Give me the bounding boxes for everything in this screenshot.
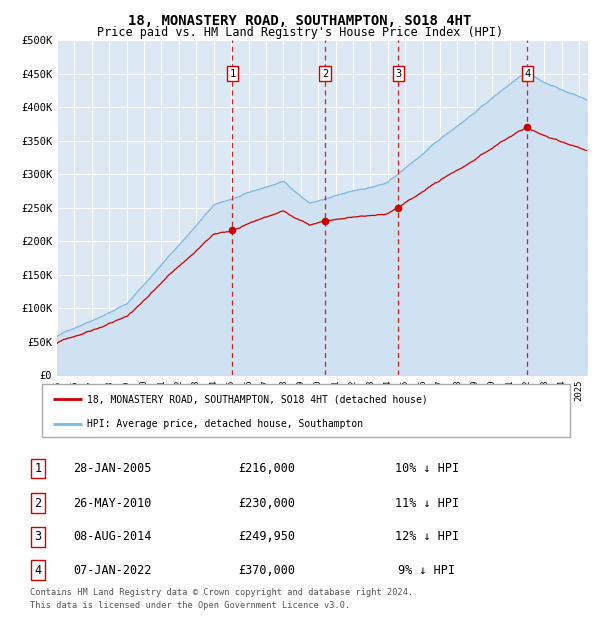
Text: 4: 4 — [524, 69, 530, 79]
Text: 2: 2 — [322, 69, 328, 79]
Text: 4: 4 — [34, 564, 41, 577]
Text: 1: 1 — [229, 69, 236, 79]
Text: 11% ↓ HPI: 11% ↓ HPI — [395, 497, 459, 510]
Text: 3: 3 — [34, 530, 41, 543]
Text: £370,000: £370,000 — [238, 564, 295, 577]
Text: 07-JAN-2022: 07-JAN-2022 — [73, 564, 152, 577]
Text: Contains HM Land Registry data © Crown copyright and database right 2024.: Contains HM Land Registry data © Crown c… — [30, 588, 413, 597]
Text: 26-MAY-2010: 26-MAY-2010 — [73, 497, 152, 510]
Text: £216,000: £216,000 — [238, 462, 295, 475]
Text: 18, MONASTERY ROAD, SOUTHAMPTON, SO18 4HT (detached house): 18, MONASTERY ROAD, SOUTHAMPTON, SO18 4H… — [87, 394, 428, 404]
Text: Price paid vs. HM Land Registry's House Price Index (HPI): Price paid vs. HM Land Registry's House … — [97, 26, 503, 39]
Text: HPI: Average price, detached house, Southampton: HPI: Average price, detached house, Sout… — [87, 419, 363, 429]
FancyBboxPatch shape — [42, 384, 570, 437]
Text: 1: 1 — [34, 462, 41, 475]
Text: 10% ↓ HPI: 10% ↓ HPI — [395, 462, 459, 475]
Text: 28-JAN-2005: 28-JAN-2005 — [73, 462, 152, 475]
Text: 9% ↓ HPI: 9% ↓ HPI — [398, 564, 455, 577]
Text: 18, MONASTERY ROAD, SOUTHAMPTON, SO18 4HT: 18, MONASTERY ROAD, SOUTHAMPTON, SO18 4H… — [128, 14, 472, 28]
Text: 12% ↓ HPI: 12% ↓ HPI — [395, 530, 459, 543]
Text: This data is licensed under the Open Government Licence v3.0.: This data is licensed under the Open Gov… — [30, 601, 350, 611]
Text: 08-AUG-2014: 08-AUG-2014 — [73, 530, 152, 543]
Text: £230,000: £230,000 — [238, 497, 295, 510]
Text: £249,950: £249,950 — [238, 530, 295, 543]
Text: 3: 3 — [395, 69, 401, 79]
Text: 2: 2 — [34, 497, 41, 510]
